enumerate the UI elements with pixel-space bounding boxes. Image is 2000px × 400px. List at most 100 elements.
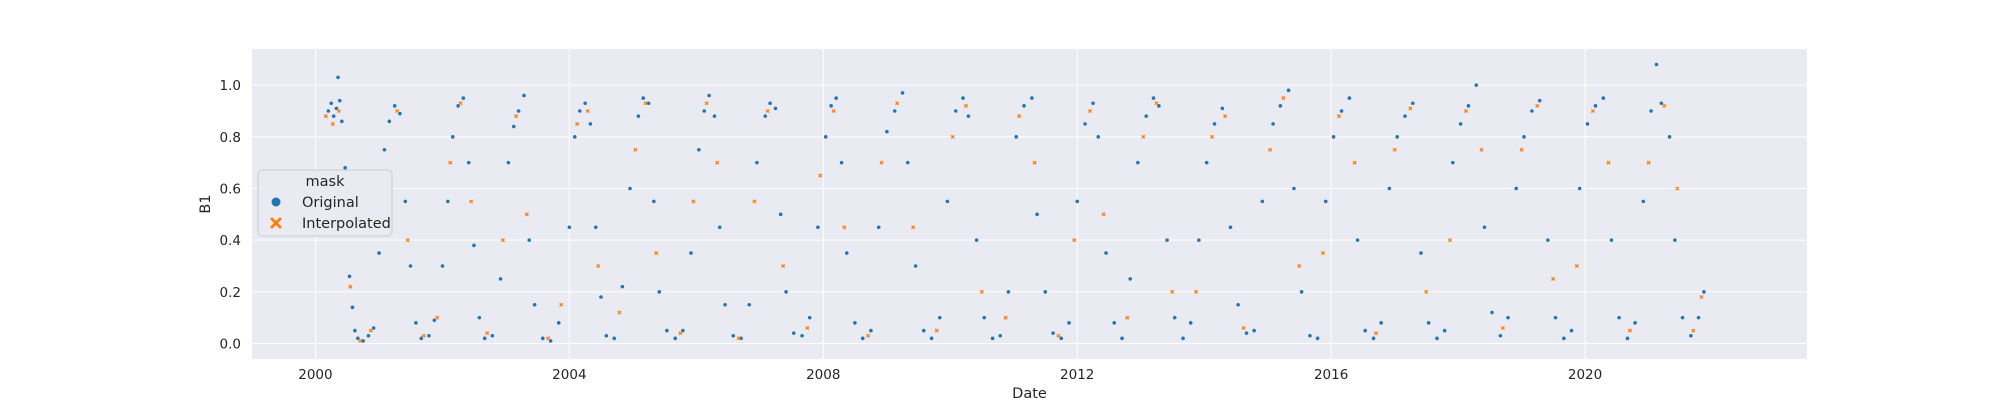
original-point <box>1530 109 1534 113</box>
interpolated-point <box>654 251 659 256</box>
y-tick-label: 0.2 <box>220 285 241 301</box>
original-point <box>1403 114 1407 118</box>
original-point <box>816 225 820 230</box>
x-tick-labels: 2000 2004 2008 2012 2016 2020 <box>298 367 1602 383</box>
y-tick-label: 0.8 <box>220 130 241 146</box>
original-point <box>885 129 889 134</box>
original-point <box>1498 333 1503 338</box>
original-point <box>347 274 352 279</box>
original-point <box>929 336 934 341</box>
original-point <box>937 315 942 320</box>
original-point <box>1252 328 1256 333</box>
original-point <box>1562 336 1566 341</box>
original-point <box>636 114 641 118</box>
original-point <box>329 101 334 106</box>
original-point <box>414 321 418 325</box>
original-point <box>432 318 437 323</box>
original-point <box>731 333 736 338</box>
original-point <box>1696 315 1701 320</box>
interpolated-point <box>1675 186 1680 191</box>
x-tick-label: 2020 <box>1568 367 1602 383</box>
interpolated-point <box>1463 108 1469 114</box>
original-point <box>778 212 783 217</box>
original-point <box>427 333 431 338</box>
original-point <box>1051 331 1055 335</box>
interpolated-point <box>1210 134 1215 139</box>
interpolated-point <box>559 302 564 307</box>
original-point <box>1181 336 1185 341</box>
original-point <box>527 238 532 242</box>
original-point <box>982 315 987 320</box>
original-point <box>839 160 844 165</box>
interpolated-point <box>435 315 440 320</box>
original-point <box>382 147 387 152</box>
legend-interpolated-label: Interpolated <box>302 216 391 232</box>
original-point <box>860 336 865 341</box>
original-point <box>853 321 857 325</box>
interpolated-point <box>1646 160 1651 165</box>
original-point <box>498 277 503 281</box>
original-point <box>876 225 881 230</box>
original-point <box>1128 277 1133 281</box>
original-point <box>1120 336 1124 341</box>
interpolated-point <box>715 160 720 165</box>
x-axis-title: Date <box>1012 386 1047 400</box>
original-point <box>1188 321 1193 325</box>
interpolated-point <box>691 199 696 204</box>
original-point <box>1278 104 1283 108</box>
original-point <box>755 160 759 165</box>
original-point <box>998 333 1003 338</box>
original-point <box>1466 104 1471 108</box>
interpolated-point <box>500 238 506 243</box>
original-point <box>1260 199 1265 204</box>
original-point <box>1450 160 1455 165</box>
original-point <box>974 238 979 242</box>
original-point <box>1355 238 1360 242</box>
interpolated-point <box>330 121 335 126</box>
original-point <box>921 328 926 333</box>
original-point <box>450 135 455 139</box>
original-point <box>1006 290 1011 294</box>
interpolated-point <box>1627 328 1632 333</box>
original-point <box>1091 101 1095 106</box>
interpolated-point <box>1662 103 1667 108</box>
original-point <box>461 96 466 100</box>
original-point <box>403 199 408 204</box>
original-point <box>1379 321 1383 325</box>
original-point <box>377 251 381 255</box>
original-point <box>966 114 971 118</box>
original-point <box>990 336 995 341</box>
original-point <box>331 114 336 118</box>
original-point <box>419 336 424 341</box>
original-point <box>905 160 910 165</box>
x-tick-label: 2004 <box>552 367 586 383</box>
original-point <box>490 333 495 338</box>
original-point <box>900 91 905 95</box>
original-point <box>712 114 717 118</box>
interpolated-point <box>368 328 373 333</box>
original-point <box>1339 109 1344 113</box>
original-point <box>768 101 772 106</box>
original-point <box>343 166 347 170</box>
original-point <box>356 336 360 341</box>
original-point <box>583 101 587 106</box>
original-point <box>1625 336 1630 341</box>
original-point <box>1043 290 1048 294</box>
original-point <box>1299 290 1304 294</box>
original-point <box>572 135 577 139</box>
original-point <box>334 106 339 111</box>
original-point <box>689 251 693 255</box>
original-point <box>1689 333 1693 338</box>
original-point <box>1059 336 1064 341</box>
original-point <box>506 160 511 165</box>
interpolated-point <box>633 147 638 152</box>
interpolated-point <box>395 108 400 114</box>
original-point <box>1096 135 1101 139</box>
original-point <box>1537 98 1542 103</box>
original-point <box>353 328 357 333</box>
original-point <box>1308 333 1312 338</box>
original-point <box>577 109 582 113</box>
original-point <box>1419 251 1423 255</box>
interpolated-point <box>1373 331 1379 336</box>
